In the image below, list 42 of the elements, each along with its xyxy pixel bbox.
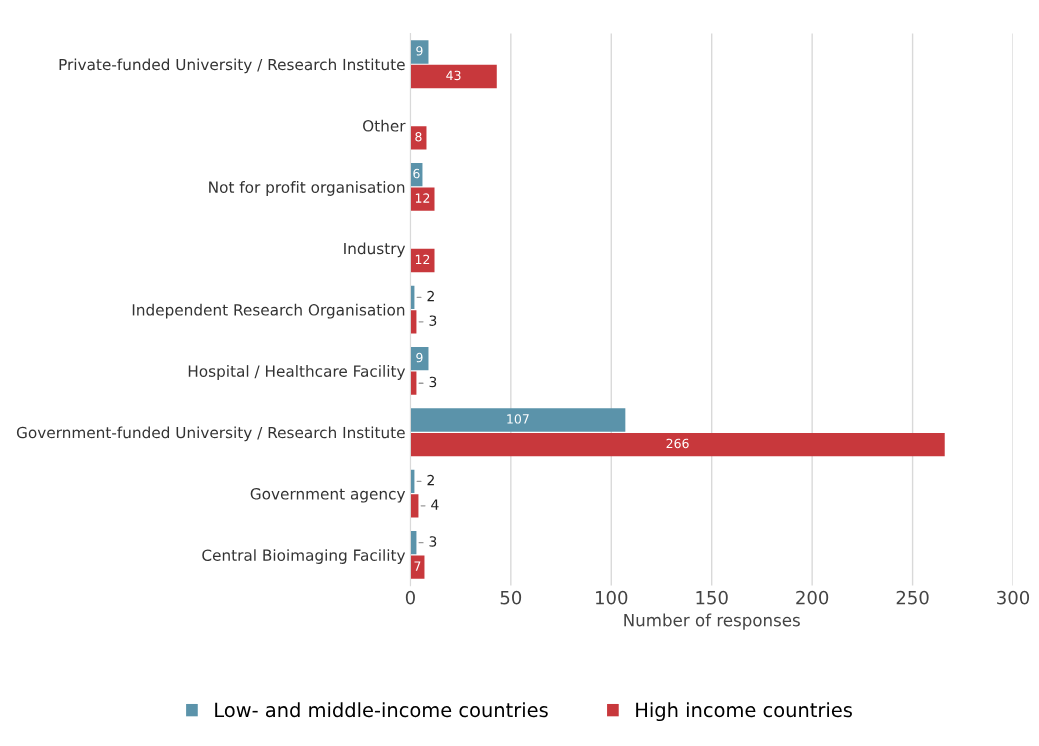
bar xyxy=(410,432,945,457)
data-label: 9 xyxy=(416,46,423,56)
data-label: 43 xyxy=(446,70,461,81)
x-tick-label: 300 xyxy=(997,590,1030,605)
bar xyxy=(410,64,497,89)
bar xyxy=(410,40,429,64)
y-tick-label: Hospital / Healthcare Facility xyxy=(188,365,406,380)
data-label: 3 xyxy=(429,536,437,547)
y-tick-label: Industry xyxy=(344,242,406,258)
bar xyxy=(410,494,419,518)
y-tick-label: Not for profit organisation xyxy=(209,181,405,196)
y-tick-label: Other xyxy=(363,119,406,132)
data-label: 12 xyxy=(415,193,430,203)
data-label: 6 xyxy=(413,168,420,179)
x-tick-label: 0 xyxy=(405,590,415,605)
bar xyxy=(410,248,435,273)
data-label: 2 xyxy=(427,290,434,302)
legend-label: Low- and middle-income countries xyxy=(215,702,548,718)
x-tick-label: 250 xyxy=(896,590,929,605)
y-tick-label: Private-funded University / Research Institute xyxy=(59,58,405,74)
data-label: 9 xyxy=(416,352,423,363)
x-axis-title: Number of responses xyxy=(624,613,800,630)
bar xyxy=(410,187,435,211)
data-label: 12 xyxy=(415,254,430,264)
x-tick-label: 150 xyxy=(696,590,728,605)
data-label: 266 xyxy=(666,438,689,449)
y-tick-label: Central Bioimaging Facility xyxy=(202,549,406,564)
x-tick-label: 50 xyxy=(500,590,522,605)
x-tick-label: 100 xyxy=(596,590,628,605)
y-tick-label: Government agency xyxy=(250,488,406,503)
legend-label: High income countries xyxy=(636,702,852,722)
bar xyxy=(410,408,626,432)
data-label: 3 xyxy=(429,376,437,388)
data-label: 7 xyxy=(414,561,421,571)
data-label: 2 xyxy=(427,474,434,486)
data-label: 3 xyxy=(429,315,437,326)
y-tick-label: Independent Research Organisation xyxy=(132,303,405,319)
data-label: 4 xyxy=(431,499,439,510)
x-tick-label: 200 xyxy=(796,590,829,605)
data-label: 8 xyxy=(415,132,422,142)
data-label: 107 xyxy=(507,414,529,424)
y-tick-label: Government-funded University / Research Institute xyxy=(16,426,405,442)
